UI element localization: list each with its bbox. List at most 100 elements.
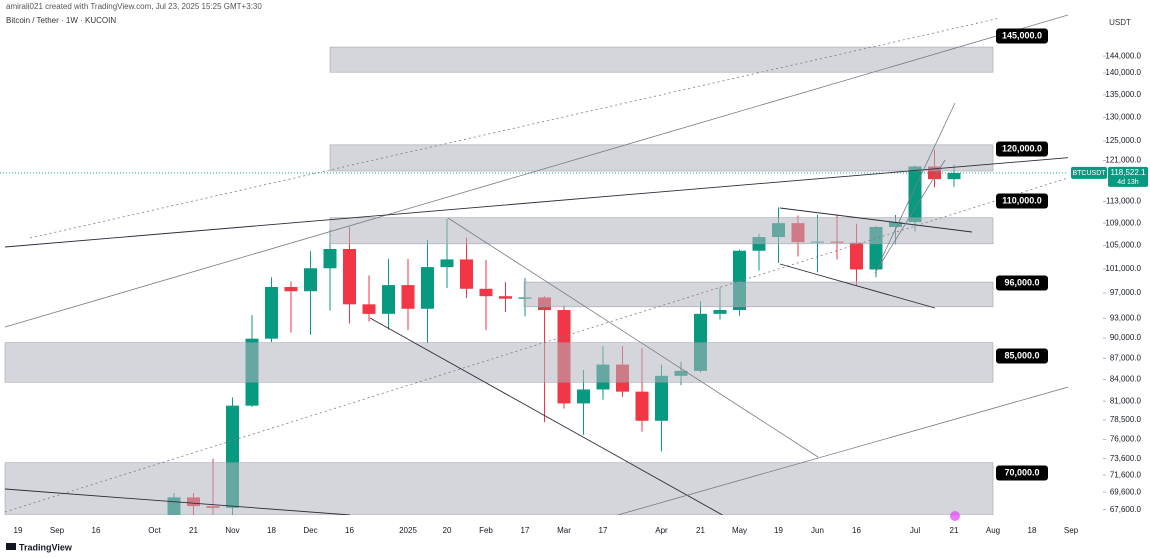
zone bbox=[329, 217, 994, 245]
zone-tag bbox=[996, 465, 1048, 481]
candle-body bbox=[908, 166, 922, 223]
candle-body bbox=[850, 242, 863, 270]
x-tick-label: Mar bbox=[557, 526, 571, 535]
candle-body bbox=[343, 249, 356, 305]
x-tick-label: 16 bbox=[345, 526, 354, 535]
candle-body bbox=[265, 286, 278, 339]
trend-line bbox=[29, 17, 1001, 239]
symbol-tag bbox=[1071, 166, 1107, 179]
trend-line bbox=[4, 157, 1068, 248]
trend-line bbox=[4, 488, 351, 515]
x-tick-label: 2025 bbox=[399, 526, 417, 535]
zone-tag-label: 85,000.0 bbox=[1004, 350, 1039, 360]
y-tick-label: 105,000.0 bbox=[1105, 241, 1141, 250]
x-tick-label: Oct bbox=[148, 526, 161, 535]
symbol-tag-label: BTCUSDT bbox=[1072, 170, 1106, 177]
x-tick-label: May bbox=[732, 526, 747, 535]
trend-line bbox=[4, 177, 1068, 513]
x-tick-label: 21 bbox=[696, 526, 705, 535]
y-tick-label: 87,000.0 bbox=[1110, 353, 1142, 362]
candle-body bbox=[382, 285, 395, 314]
zone-tag-label: 96,000.0 bbox=[1004, 277, 1039, 287]
x-tick-label: Nov bbox=[225, 526, 239, 535]
x-tick-label: Apr bbox=[655, 526, 668, 535]
watermark: TradingView bbox=[19, 542, 73, 552]
y-tick-label: 140,000.0 bbox=[1105, 68, 1141, 77]
x-tick-label: 17 bbox=[599, 526, 608, 535]
candle-body bbox=[323, 249, 337, 269]
zones bbox=[4, 46, 994, 515]
candle-body bbox=[577, 389, 590, 404]
event-icon bbox=[950, 511, 960, 521]
x-tick-label: 19 bbox=[14, 526, 23, 535]
y-tick-label: 90,000.0 bbox=[1110, 333, 1142, 342]
trend-line bbox=[779, 263, 936, 309]
x-tick-label: Sep bbox=[50, 526, 65, 535]
candle-body bbox=[362, 304, 376, 314]
price-tag bbox=[1108, 166, 1148, 187]
y-tick-label: 69,600.0 bbox=[1110, 487, 1142, 496]
y-tick-label: 125,000.0 bbox=[1105, 136, 1141, 145]
candle-body bbox=[284, 286, 298, 292]
zone-tag bbox=[996, 28, 1048, 44]
zone-tag-label: 145,000.0 bbox=[1002, 30, 1042, 40]
x-tick-label: 18 bbox=[1028, 526, 1037, 535]
y-tick-label: 71,600.0 bbox=[1110, 470, 1142, 479]
y-tick-label: 81,000.0 bbox=[1110, 396, 1142, 405]
candle-body bbox=[499, 296, 512, 299]
x-tick-label: 21 bbox=[950, 526, 959, 535]
y-tick-label: 78,500.0 bbox=[1110, 415, 1142, 424]
candle-body bbox=[713, 310, 727, 314]
zone-tag bbox=[996, 141, 1048, 157]
y-tick-label: 76,000.0 bbox=[1110, 435, 1142, 444]
candle-body bbox=[635, 391, 649, 421]
zone-tag-label: 120,000.0 bbox=[1002, 143, 1042, 153]
x-tick-label: Aug bbox=[986, 526, 1000, 535]
chart-title: Bitcoin / Tether · 1W · KUCOIN bbox=[6, 16, 116, 25]
candle-body bbox=[460, 259, 473, 289]
x-tick-label: 18 bbox=[267, 526, 276, 535]
candle-body bbox=[479, 288, 493, 297]
trend-line bbox=[616, 386, 1068, 515]
y-tick-label: 97,000.0 bbox=[1110, 288, 1142, 297]
x-tick-label: Sep bbox=[1064, 526, 1079, 535]
zone bbox=[523, 281, 994, 308]
x-tick-label: Feb bbox=[479, 526, 493, 535]
y-tick-label: 67,600.0 bbox=[1110, 505, 1142, 514]
x-tick-label: 19 bbox=[774, 526, 783, 535]
candle-body bbox=[440, 259, 454, 268]
zone-tag bbox=[996, 348, 1048, 364]
currency: USDT bbox=[1109, 18, 1131, 27]
zone bbox=[329, 144, 994, 172]
drawings bbox=[4, 14, 1068, 515]
zone-tag bbox=[996, 193, 1048, 209]
x-tick-label: 21 bbox=[189, 526, 198, 535]
y-tick-label: 121,000.0 bbox=[1105, 156, 1141, 165]
zone bbox=[4, 342, 994, 383]
axes: 144,000.0 140,000.0 135,000.0 130,000.0 125,… bbox=[14, 28, 1148, 535]
trend-line bbox=[879, 102, 956, 263]
trend-line bbox=[369, 317, 724, 515]
countdown: 4d 13h bbox=[1117, 179, 1139, 186]
trend-line bbox=[447, 217, 819, 458]
trend-line bbox=[4, 14, 1068, 328]
logo bbox=[6, 543, 16, 550]
y-tick-label: 93,000.0 bbox=[1110, 313, 1142, 322]
x-tick-label: Jun bbox=[811, 526, 824, 535]
x-tick-label: 20 bbox=[443, 526, 452, 535]
y-tick-label: 113,000.0 bbox=[1106, 197, 1142, 206]
credit: amirali021 created with TradingView.com,… bbox=[6, 2, 262, 11]
zone-tag-label: 110,000.0 bbox=[1002, 195, 1042, 205]
y-tick-label: 144,000.0 bbox=[1105, 51, 1141, 60]
x-tick-label: 16 bbox=[852, 526, 861, 535]
y-tick-label: 135,000.0 bbox=[1105, 90, 1141, 99]
zone-tag bbox=[996, 275, 1048, 291]
zone bbox=[4, 462, 994, 515]
y-tick-label: 101,000.0 bbox=[1105, 264, 1141, 273]
price-tag-label: 118,522.1 bbox=[1111, 168, 1147, 177]
candle-body bbox=[304, 268, 317, 292]
zone-tag-label: 70,000.0 bbox=[1004, 467, 1039, 477]
y-tick-label: 73,600.0 bbox=[1110, 454, 1142, 463]
zone bbox=[329, 46, 994, 73]
